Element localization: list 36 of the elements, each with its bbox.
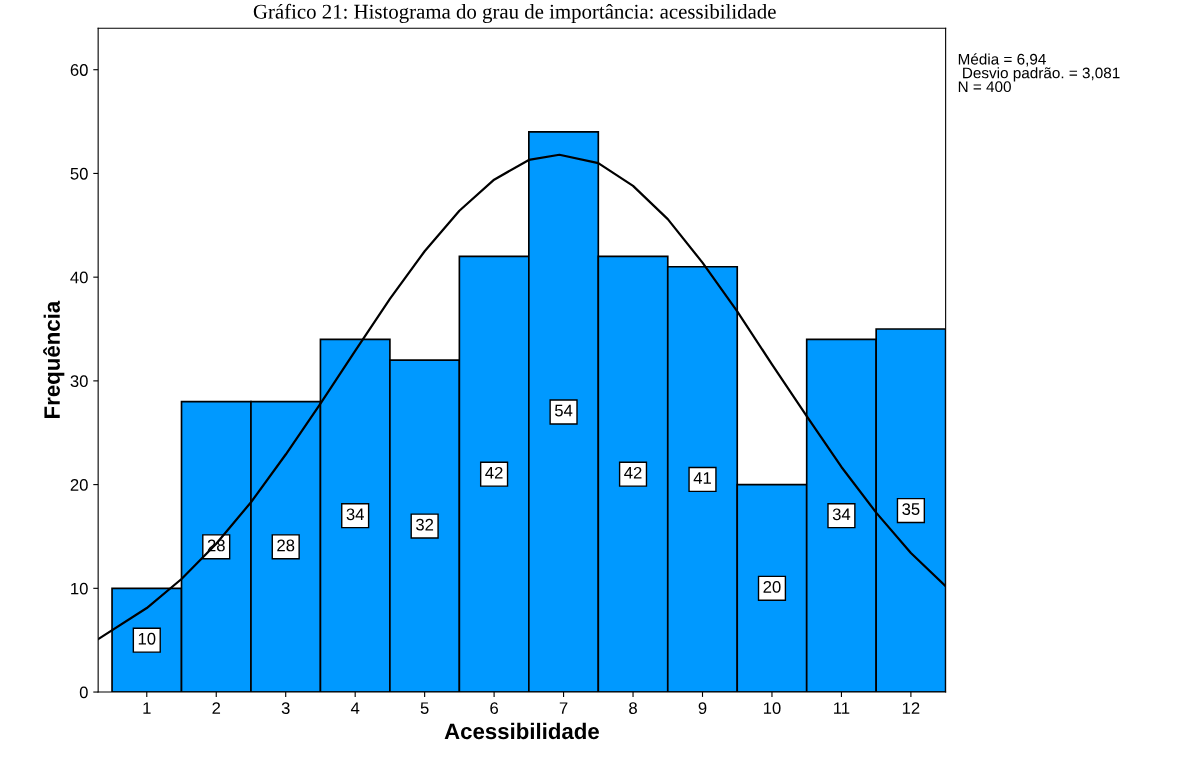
- text: Média = 6,94: [958, 53, 1046, 67]
- data-label: 20: [763, 580, 781, 593]
- x-tick-label: 2: [212, 702, 221, 714]
- y-axis-title: Frequência: [43, 300, 65, 418]
- y-tick-label: 40: [70, 271, 88, 284]
- data-label: 28: [277, 539, 295, 552]
- data-label: 32: [416, 518, 434, 531]
- x-tick-label: 3: [281, 702, 290, 715]
- x-tick-label: 1: [143, 702, 151, 714]
- y-tick-label: 20: [70, 479, 88, 491]
- x-tick-label: 9: [698, 702, 707, 715]
- x-tick-label: 5: [420, 702, 429, 715]
- y-tick-label: 50: [70, 167, 88, 180]
- text: N = 400: [958, 81, 1011, 93]
- chart-title: Gráfico 21: Histograma do grau de importância: acessibilidade: [253, 3, 776, 23]
- data-label: 35: [902, 503, 920, 515]
- data-label: 54: [554, 404, 573, 417]
- y-tick-label: 30: [70, 375, 88, 388]
- y-tick-label: 60: [70, 64, 88, 76]
- y-tick-label: 0: [79, 686, 88, 699]
- y-tick-label: 10: [71, 582, 88, 595]
- data-label: 42: [624, 466, 642, 479]
- x-tick-label: 6: [490, 702, 499, 715]
- x-axis-title: Acessibilidade: [444, 722, 599, 740]
- data-label: 34: [346, 508, 364, 521]
- x-tick-label: 4: [350, 702, 360, 714]
- x-tick-label: 8: [629, 702, 637, 715]
- data-label: 10: [138, 632, 156, 645]
- x-tick-label: 7: [559, 702, 568, 714]
- data-label: 42: [485, 466, 503, 479]
- data-label: 34: [832, 508, 851, 521]
- x-tick-label: 12: [902, 702, 920, 714]
- data-label: 41: [693, 472, 711, 484]
- text: Desvio padrão. = 3,081: [963, 67, 1120, 82]
- x-tick-label: 10: [763, 702, 781, 715]
- x-tick-label: 11: [834, 702, 850, 714]
